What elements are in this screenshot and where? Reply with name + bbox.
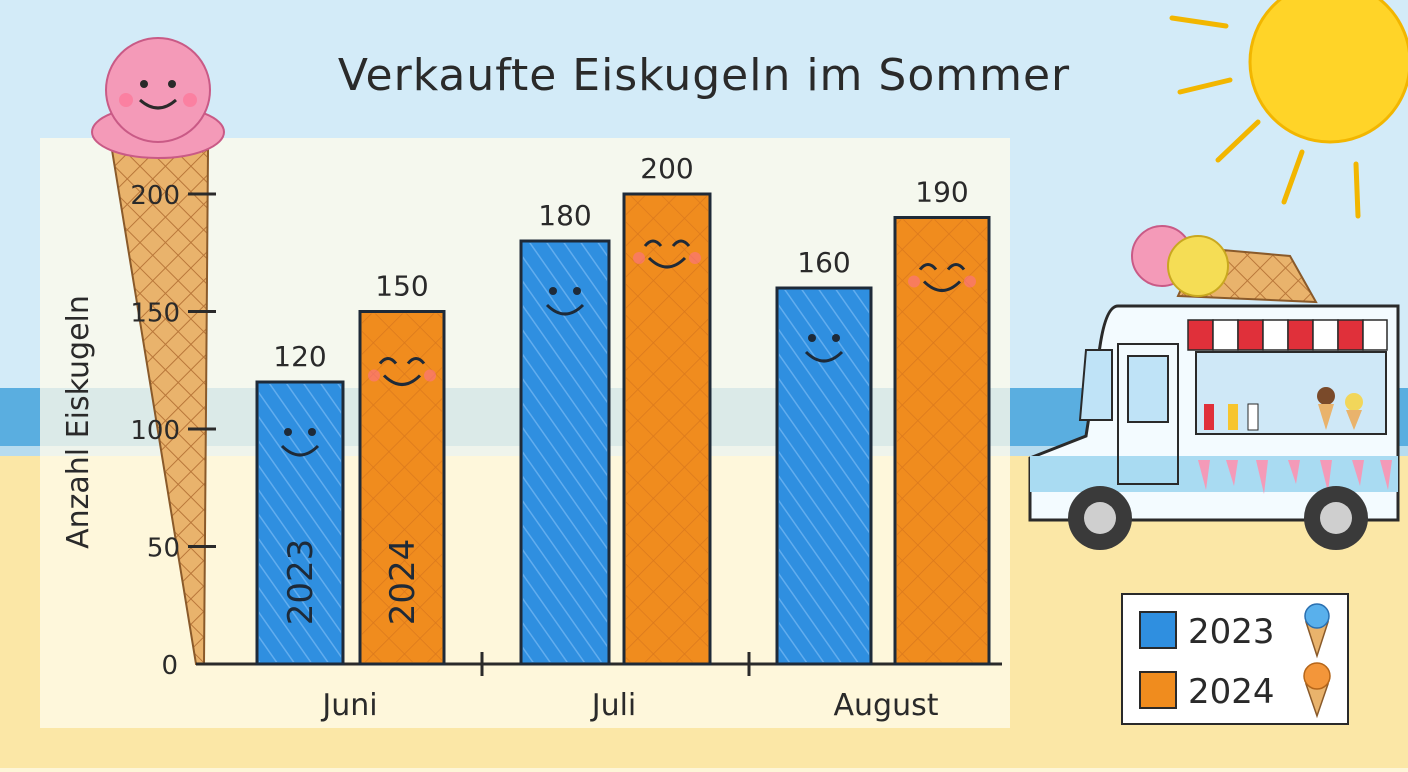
smiley-cheek xyxy=(368,369,380,382)
smiley-cheek xyxy=(689,252,701,264)
smiley-face-icon xyxy=(280,428,320,457)
smiley-eye xyxy=(284,428,292,436)
smiley-eye xyxy=(378,357,398,365)
value-label: 160 xyxy=(797,246,850,279)
smiley-eye xyxy=(832,334,840,342)
bar-texture xyxy=(626,196,708,662)
smiley-eye xyxy=(671,239,691,247)
smiley-cheek xyxy=(633,252,645,264)
y-tick-label: 0 xyxy=(161,651,178,681)
bar-year-label: 2024 xyxy=(383,539,423,626)
smiley-mouth xyxy=(545,303,585,316)
legend-label-2023: 2023 xyxy=(1188,612,1275,652)
smiley-face-icon xyxy=(908,263,976,292)
legend-swatch-2023 xyxy=(1139,611,1177,649)
smiley-face-icon xyxy=(804,334,844,363)
smiley-face-icon xyxy=(545,287,585,316)
smiley-mouth xyxy=(280,444,320,457)
bar-texture xyxy=(259,384,341,662)
smiley-eye xyxy=(643,239,663,247)
bar-texture xyxy=(897,219,987,662)
smiley-eye xyxy=(946,263,966,271)
bar-year-label: 2023 xyxy=(281,539,321,626)
smiley-eye xyxy=(406,357,426,365)
ice-cream-cone-icon xyxy=(1303,662,1331,719)
sun-icon xyxy=(1169,0,1408,219)
smiley-eye xyxy=(573,287,581,295)
chart-title: Verkaufte Eiskugeln im Sommer xyxy=(338,50,1070,101)
smiley-mouth xyxy=(804,350,844,363)
legend-swatch-2024 xyxy=(1139,671,1177,709)
y-tick-label: 200 xyxy=(130,181,180,211)
category-label: Juni xyxy=(320,688,377,723)
smiley-cheek xyxy=(908,275,920,288)
smiley-cheek xyxy=(964,275,976,288)
legend-label-2024: 2024 xyxy=(1188,672,1275,712)
y-axis-label: Anzahl Eiskugeln xyxy=(61,295,96,549)
value-label: 120 xyxy=(273,340,326,373)
y-tick-label: 100 xyxy=(130,416,180,446)
category-label: Juli xyxy=(590,688,637,723)
value-label: 190 xyxy=(915,176,968,209)
ice-cream-truck-icon xyxy=(1028,225,1400,550)
smiley-eye xyxy=(808,334,816,342)
value-label: 150 xyxy=(375,270,428,303)
smiley-cheek xyxy=(424,369,436,382)
category-label: August xyxy=(834,688,939,723)
smiley-mouth xyxy=(647,256,687,269)
smiley-mouth xyxy=(922,280,962,292)
smiley-mouth xyxy=(382,374,422,386)
ice-cream-cone-icon xyxy=(1304,603,1330,659)
bar-texture xyxy=(523,243,607,662)
bar-texture xyxy=(779,290,869,662)
labels: 0 50 100 150 200 120 2023 150 2024 Juni 180 200 Juli… xyxy=(130,152,968,723)
smiley-eye xyxy=(918,263,938,271)
legend: 2023 2024 xyxy=(1121,593,1349,725)
y-tick-label: 150 xyxy=(130,299,180,329)
smiley-eye xyxy=(308,428,316,436)
bars xyxy=(255,192,991,666)
value-label: 180 xyxy=(538,199,591,232)
smiley-eye xyxy=(549,287,557,295)
smiley-face-icon xyxy=(633,239,701,269)
smiley-face-icon xyxy=(368,357,436,386)
value-label: 200 xyxy=(640,152,693,185)
y-tick-label: 50 xyxy=(147,534,180,564)
